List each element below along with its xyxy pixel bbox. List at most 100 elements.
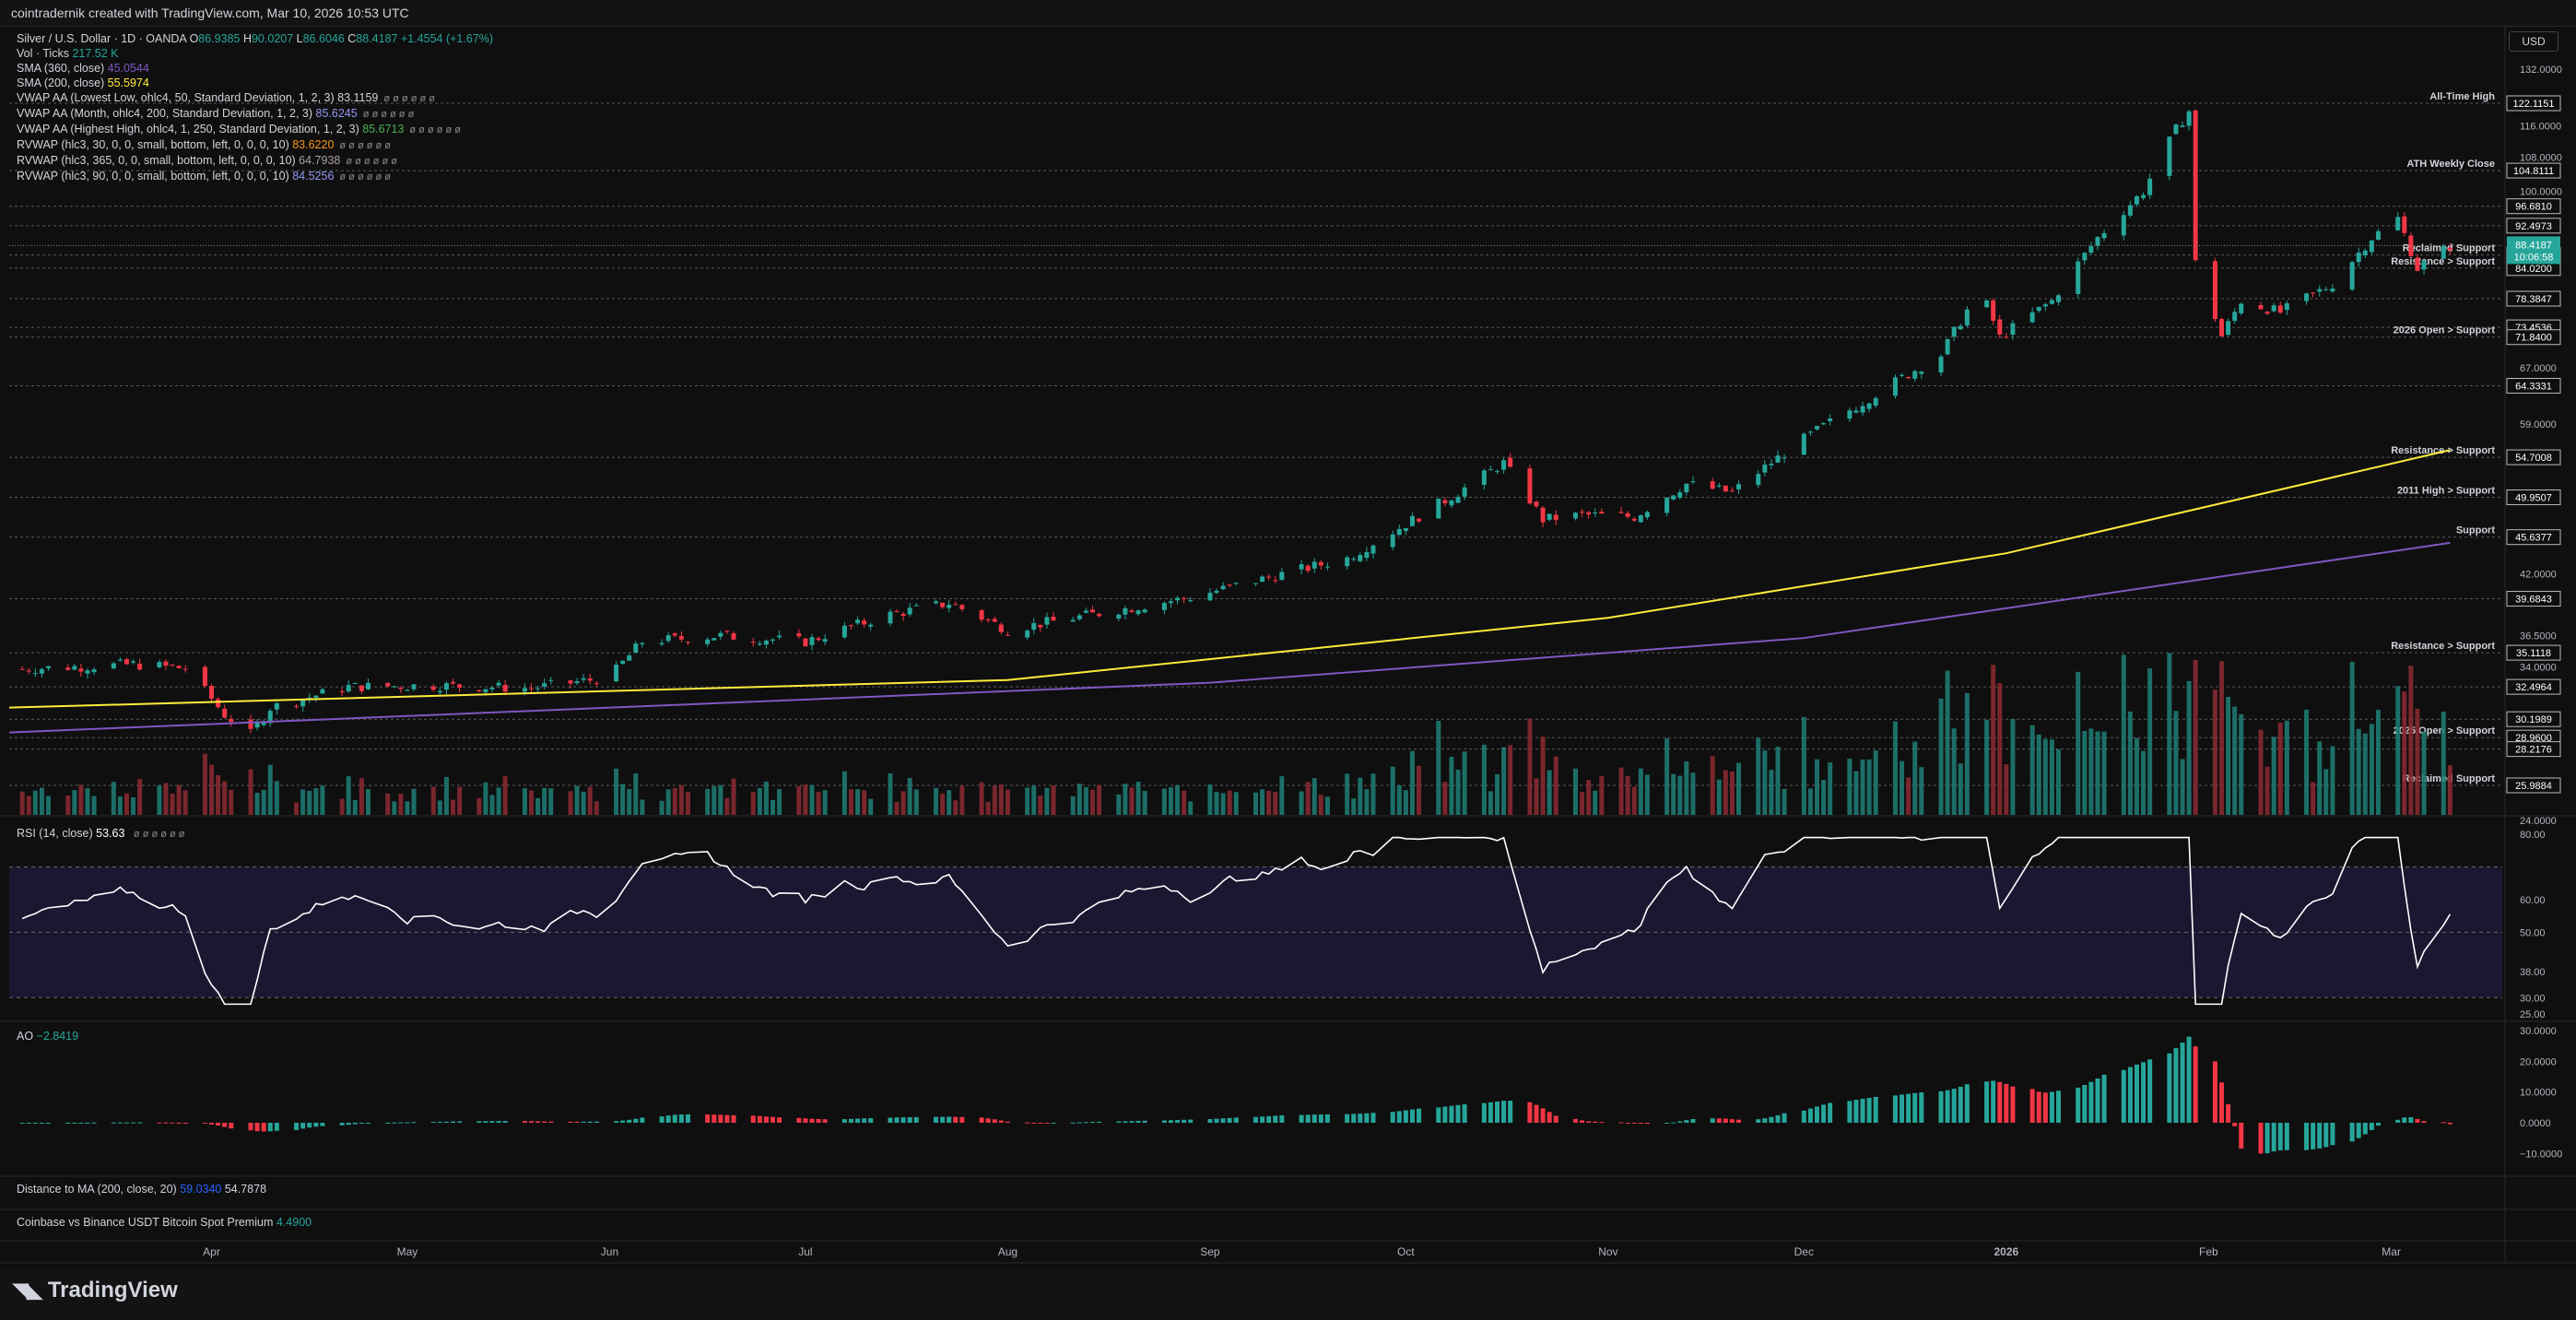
indicator-row[interactable]: VWAP AA (Lowest Low, ohlc4, 50, Standard… xyxy=(17,90,493,106)
indicator-eyes-icon[interactable]: ø ø ø ø ø ø xyxy=(346,156,397,167)
candle-body xyxy=(1038,624,1043,628)
indicator-eyes-icon[interactable]: ø ø ø ø ø ø xyxy=(362,109,415,120)
ao-bar xyxy=(2239,1123,2244,1149)
indicator-row[interactable]: SMA (200, close) 55.5974 xyxy=(17,76,493,90)
indicator-eyes-icon[interactable]: ø ø ø ø ø ø xyxy=(339,140,392,151)
candle-body xyxy=(39,668,44,674)
price-level-value: 96.6810 xyxy=(2515,202,2552,213)
ao-bar xyxy=(614,1121,619,1123)
indicator-eyes-icon[interactable]: ø ø ø ø ø ø xyxy=(339,171,392,183)
candle-body xyxy=(1821,423,1827,425)
ao-bar xyxy=(229,1123,234,1129)
indicator-eyes-icon[interactable]: ø ø ø ø ø ø xyxy=(383,93,435,104)
volume-bar xyxy=(1690,772,1696,815)
volume-bar xyxy=(2076,671,2081,815)
volume-bar xyxy=(483,782,488,815)
ao-bar xyxy=(803,1118,808,1123)
indicator-label: VWAP AA (Highest High, ohlc4, 1, 250, St… xyxy=(17,123,363,136)
indicator-row[interactable]: VWAP AA (Highest High, ohlc4, 1, 250, St… xyxy=(17,122,493,137)
currency-button[interactable]: USD xyxy=(2509,31,2558,52)
volume-bar xyxy=(2167,653,2172,815)
volume-bar xyxy=(2141,750,2147,815)
indicator-label: VWAP AA (Month, ohlc4, 200, Standard Dev… xyxy=(17,107,316,120)
ao-bar xyxy=(1866,1097,1872,1123)
ao-bar xyxy=(2095,1078,2100,1123)
candle-body xyxy=(1938,356,1944,373)
ao-bar xyxy=(2271,1123,2276,1152)
candle-body xyxy=(19,668,25,670)
price-level-value: 39.6843 xyxy=(2515,595,2552,606)
volume-bar xyxy=(1945,670,1950,815)
ao-bar xyxy=(1723,1118,1728,1123)
candle-body xyxy=(1775,455,1781,463)
ao-bar xyxy=(724,1114,730,1123)
volume-bar xyxy=(1586,780,1592,815)
candle-body xyxy=(2271,305,2276,312)
volume-bar xyxy=(1638,768,1643,815)
candle-body xyxy=(2226,321,2231,336)
volume-bar xyxy=(953,800,959,815)
price-level-value: 45.6377 xyxy=(2515,533,2552,544)
volume-bar xyxy=(894,802,900,815)
ao-bar xyxy=(1442,1106,1448,1123)
volume-bar xyxy=(848,789,853,815)
volume-bar xyxy=(1409,750,1415,815)
price-level-value: 28.2176 xyxy=(2515,745,2552,756)
ao-bar xyxy=(313,1123,319,1127)
volume-bar xyxy=(1644,774,1650,815)
ao-bar xyxy=(261,1123,266,1132)
candle-body xyxy=(1097,613,1102,617)
volume-bar xyxy=(1481,744,1487,815)
volume-bar xyxy=(1403,790,1408,815)
volume-bar xyxy=(1625,776,1630,815)
price-level-tag xyxy=(2506,329,2561,346)
candle-body xyxy=(548,679,554,681)
ao-bar xyxy=(1089,1122,1095,1124)
volume-bar xyxy=(339,798,345,815)
indicator-eyes-icon[interactable]: ø ø ø ø ø ø xyxy=(409,124,462,136)
indicator-row[interactable]: RVWAP (hlc3, 90, 0, 0, small, bottom, le… xyxy=(17,169,493,184)
indicator-row[interactable]: RVWAP (hlc3, 365, 0, 0, small, bottom, l… xyxy=(17,153,493,169)
ao-bar xyxy=(1214,1118,1219,1123)
candle-body xyxy=(1540,507,1546,523)
indicator-value: 45.0544 xyxy=(107,62,149,75)
price-level-value: 35.1118 xyxy=(2516,648,2551,659)
volume-bar xyxy=(1214,792,1219,815)
ao-bar xyxy=(1847,1101,1853,1123)
ao-axis-tick: 10.0000 xyxy=(2520,1088,2557,1099)
volume-bar xyxy=(1547,770,1552,815)
indicator-row[interactable]: SMA (360, close) 45.0544 xyxy=(17,61,493,76)
volume-bar xyxy=(2415,708,2420,815)
volume-bar xyxy=(1299,791,1304,815)
volume-bar xyxy=(170,794,175,815)
candle-body xyxy=(2004,336,2009,338)
candle-body xyxy=(1318,561,1323,566)
candle-body xyxy=(430,686,436,690)
ao-bar xyxy=(216,1123,221,1126)
time-axis-label: Nov xyxy=(1598,1245,1617,1258)
volume-bar xyxy=(91,796,97,815)
candle-body xyxy=(2167,136,2172,176)
ao-histogram xyxy=(19,1036,2452,1154)
ao-bar xyxy=(2121,1069,2126,1123)
candle-body xyxy=(1671,495,1676,500)
ao-bar xyxy=(627,1119,632,1123)
volume-bar xyxy=(261,789,266,815)
candle-body xyxy=(1417,518,1422,522)
ao-bar xyxy=(1129,1121,1135,1123)
ao-bar xyxy=(1318,1114,1323,1123)
candle-body xyxy=(1997,319,2003,335)
ao-bar xyxy=(1266,1115,1272,1123)
indicator-row[interactable]: Vol · Ticks 217.52 K xyxy=(17,46,493,61)
ao-bar xyxy=(2186,1036,2192,1123)
indicator-row[interactable]: VWAP AA (Month, ohlc4, 200, Standard Dev… xyxy=(17,106,493,122)
rsi-eyes-icon[interactable]: ø ø ø ø ø ø xyxy=(133,829,185,840)
candle-body xyxy=(862,620,867,625)
ao-bar xyxy=(2441,1122,2446,1124)
candle-body xyxy=(640,642,645,644)
volume-bar xyxy=(907,777,912,815)
volume-bar xyxy=(398,793,404,815)
volume-bar xyxy=(1938,698,1944,815)
indicator-row[interactable]: RVWAP (hlc3, 30, 0, 0, small, bottom, le… xyxy=(17,137,493,153)
